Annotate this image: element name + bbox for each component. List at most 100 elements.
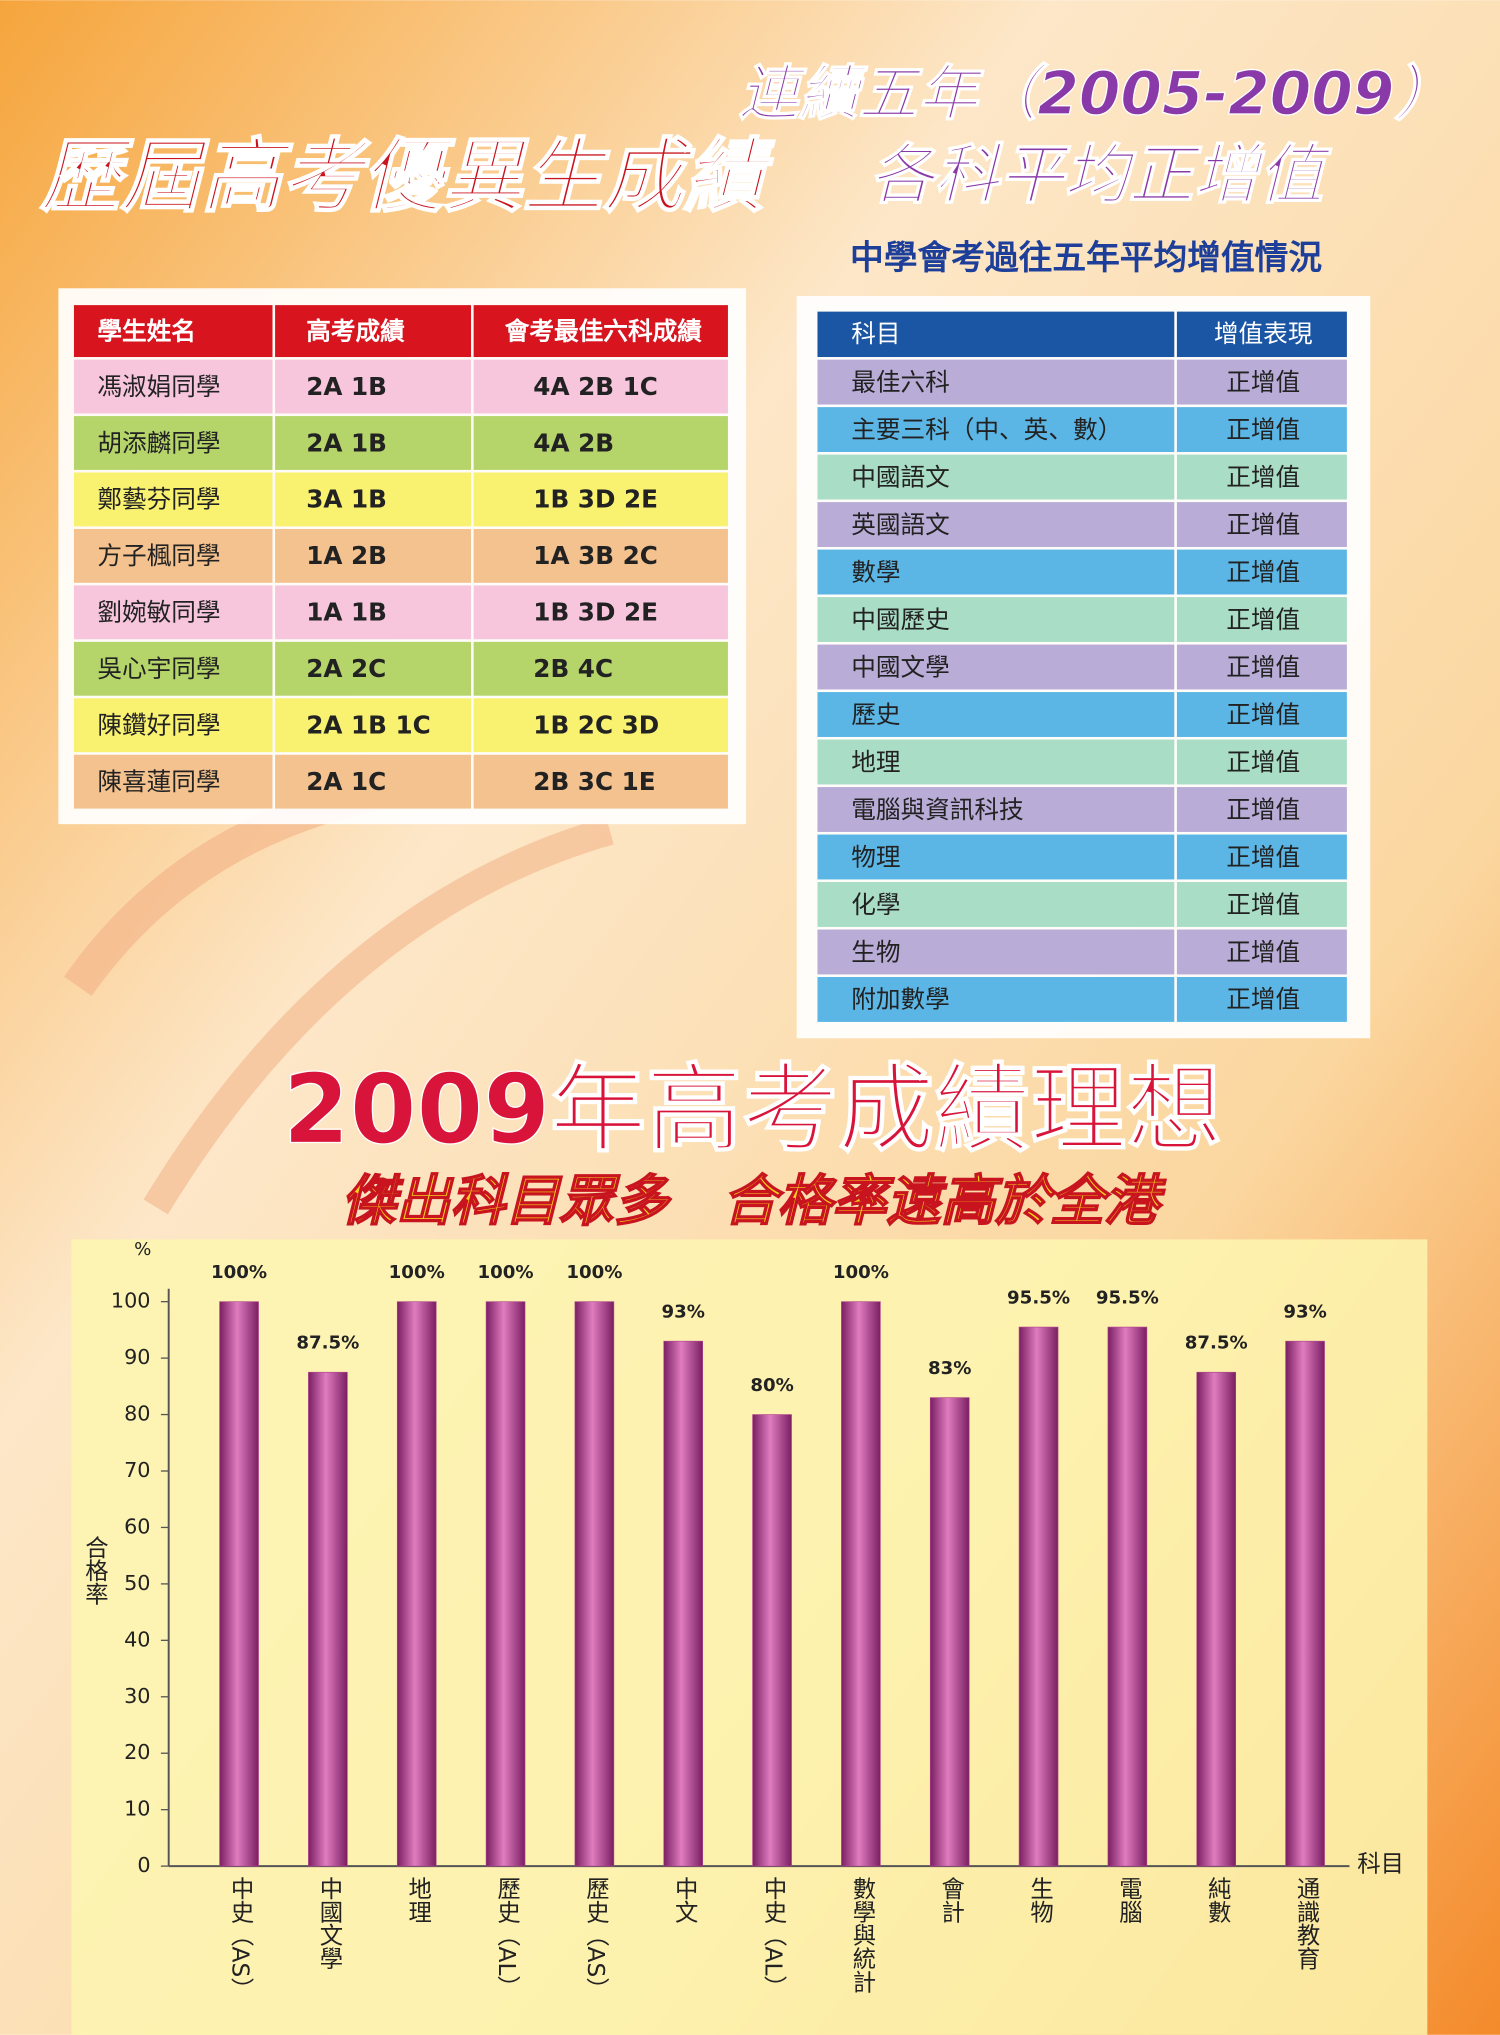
table-cell-text: 1A 2B bbox=[306, 541, 387, 570]
value-label: 93% bbox=[661, 1302, 704, 1323]
value-label: 100% bbox=[389, 1262, 445, 1283]
table-cell bbox=[817, 882, 1175, 927]
bar bbox=[1196, 1371, 1237, 1867]
table-cell bbox=[473, 698, 728, 753]
y-tick-label: 50 bbox=[124, 1571, 150, 1595]
table-cell bbox=[73, 472, 273, 527]
table-cell-text: 正增值 bbox=[1226, 842, 1300, 871]
x-tick-label: 中史（AL） bbox=[760, 1876, 788, 1999]
table-cell-text: 陳喜蓮同學 bbox=[97, 767, 220, 796]
table-cell bbox=[817, 644, 1175, 690]
table-cell bbox=[73, 698, 273, 753]
y-tick-label: 70 bbox=[124, 1458, 150, 1482]
table-cell-text: 中國語文 bbox=[851, 462, 950, 491]
y-tick-label: 0 bbox=[137, 1853, 150, 1877]
table-cell bbox=[1176, 692, 1347, 737]
table-cell bbox=[73, 585, 273, 640]
table-cell-text: 鄭藝芬同學 bbox=[97, 485, 220, 514]
table-cell bbox=[1176, 787, 1347, 832]
table-cell-text: 數學 bbox=[851, 557, 900, 586]
table-cell-text: 3A 1B bbox=[306, 485, 387, 514]
table-cell bbox=[473, 641, 728, 696]
table-cell-text: 正增值 bbox=[1226, 415, 1300, 444]
table-cell bbox=[817, 359, 1175, 405]
table-cell bbox=[275, 416, 472, 470]
table-cell-text: 正增值 bbox=[1226, 937, 1300, 966]
table-cell bbox=[473, 416, 728, 470]
table-cell-text: 正增值 bbox=[1226, 462, 1300, 491]
y-tick-label: 90 bbox=[124, 1345, 150, 1369]
table-cell-text: 胡添麟同學 bbox=[97, 428, 220, 457]
table-cell bbox=[1176, 644, 1347, 690]
table-header-cell bbox=[1176, 311, 1347, 358]
table-cell bbox=[73, 416, 273, 470]
table-cell bbox=[1176, 597, 1347, 642]
table-cell bbox=[1176, 549, 1347, 595]
table-cell bbox=[275, 754, 472, 809]
y-tick-label: 10 bbox=[124, 1797, 150, 1821]
table-cell bbox=[817, 929, 1175, 975]
table-cell bbox=[817, 834, 1175, 880]
banner-subtitle: 傑出科目眾多 合格率遠高於全港 bbox=[341, 1168, 1166, 1232]
table-cell bbox=[473, 585, 728, 640]
table-cell-text: 2A 2C bbox=[306, 654, 386, 683]
bar bbox=[663, 1340, 704, 1867]
table-cell bbox=[1176, 834, 1347, 880]
value-label: 80% bbox=[750, 1375, 793, 1396]
table-cell-text: 電腦與資訊科技 bbox=[851, 795, 1023, 824]
value-label: 87.5% bbox=[1185, 1333, 1248, 1354]
bar bbox=[396, 1301, 437, 1867]
value-label: 100% bbox=[833, 1262, 889, 1283]
bar bbox=[219, 1301, 259, 1867]
x-tick-label: 歷史（AL） bbox=[493, 1876, 521, 1998]
y-tick-label: 40 bbox=[124, 1627, 150, 1651]
bar bbox=[1107, 1326, 1148, 1867]
x-tick-label: 數學與統計 bbox=[848, 1876, 876, 1993]
table-cell-text: 正增值 bbox=[1226, 795, 1300, 824]
table-cell bbox=[1176, 977, 1347, 1022]
table-cell bbox=[817, 549, 1175, 595]
table-cell bbox=[73, 754, 273, 809]
table-cell-text: 4A 2B 1C bbox=[533, 372, 658, 401]
table-cell bbox=[1176, 407, 1347, 453]
table-header-cell bbox=[817, 311, 1175, 358]
table-cell bbox=[473, 359, 728, 414]
table-cell-text: 吳心宇同學 bbox=[97, 654, 220, 683]
table-cell-text: 方子楓同學 bbox=[97, 541, 220, 570]
table-cell-text: 中國歷史 bbox=[851, 605, 950, 634]
table-header-cell bbox=[73, 305, 273, 358]
table-cell-text: 劉婉敏同學 bbox=[97, 598, 220, 627]
value-label: 93% bbox=[1283, 1302, 1326, 1323]
table-cell-text: 正增值 bbox=[1226, 557, 1300, 586]
table-cell-text: 化學 bbox=[851, 890, 900, 919]
table-cell-text: 中國文學 bbox=[851, 652, 950, 681]
banner-title: 2009年高考成績理想 bbox=[283, 1053, 1222, 1165]
x-tick-label: 歷史（AS） bbox=[582, 1876, 610, 2000]
table-cell-text: 2B 4C bbox=[533, 654, 613, 683]
table-header: 學生姓名 bbox=[97, 316, 196, 345]
table-cell bbox=[275, 641, 472, 696]
bar bbox=[929, 1397, 970, 1867]
table-cell-text: 正增值 bbox=[1226, 510, 1300, 539]
value-label: 100% bbox=[211, 1262, 267, 1283]
value-label: 100% bbox=[478, 1262, 534, 1283]
table-cell-text: 主要三科（中、英、數） bbox=[851, 415, 1122, 444]
y-tick-label: 100 bbox=[111, 1289, 151, 1313]
table-cell-text: 正增值 bbox=[1226, 700, 1300, 729]
table-header: 高考成績 bbox=[306, 316, 405, 345]
table-cell-text: 英國語文 bbox=[851, 510, 950, 539]
table-cell bbox=[817, 977, 1175, 1022]
bar bbox=[841, 1301, 881, 1867]
table-cell-text: 物理 bbox=[851, 842, 900, 871]
table-cell bbox=[73, 359, 273, 414]
x-tick-label: 地理 bbox=[404, 1876, 432, 1923]
table-cell-text: 2A 1B bbox=[306, 428, 387, 457]
y-tick-label: 60 bbox=[124, 1514, 150, 1538]
value-label: 100% bbox=[566, 1262, 622, 1283]
right-title: 連續五年（2005-2009） bbox=[739, 60, 1454, 129]
table-cell-text: 正增值 bbox=[1226, 747, 1300, 776]
table-cell bbox=[275, 698, 472, 753]
x-tick-label: 純數 bbox=[1204, 1876, 1232, 1923]
table-cell-text: 馮淑娟同學 bbox=[97, 372, 220, 401]
